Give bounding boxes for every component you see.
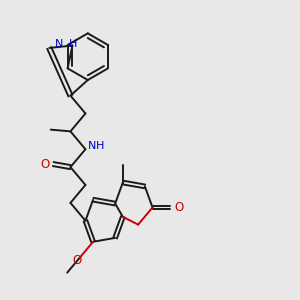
Text: O: O	[40, 158, 50, 171]
Text: O: O	[175, 201, 184, 214]
Text: O: O	[72, 254, 82, 267]
Text: N: N	[56, 39, 64, 49]
Text: H: H	[96, 140, 104, 151]
Text: N: N	[88, 140, 96, 151]
Text: H: H	[69, 39, 78, 49]
